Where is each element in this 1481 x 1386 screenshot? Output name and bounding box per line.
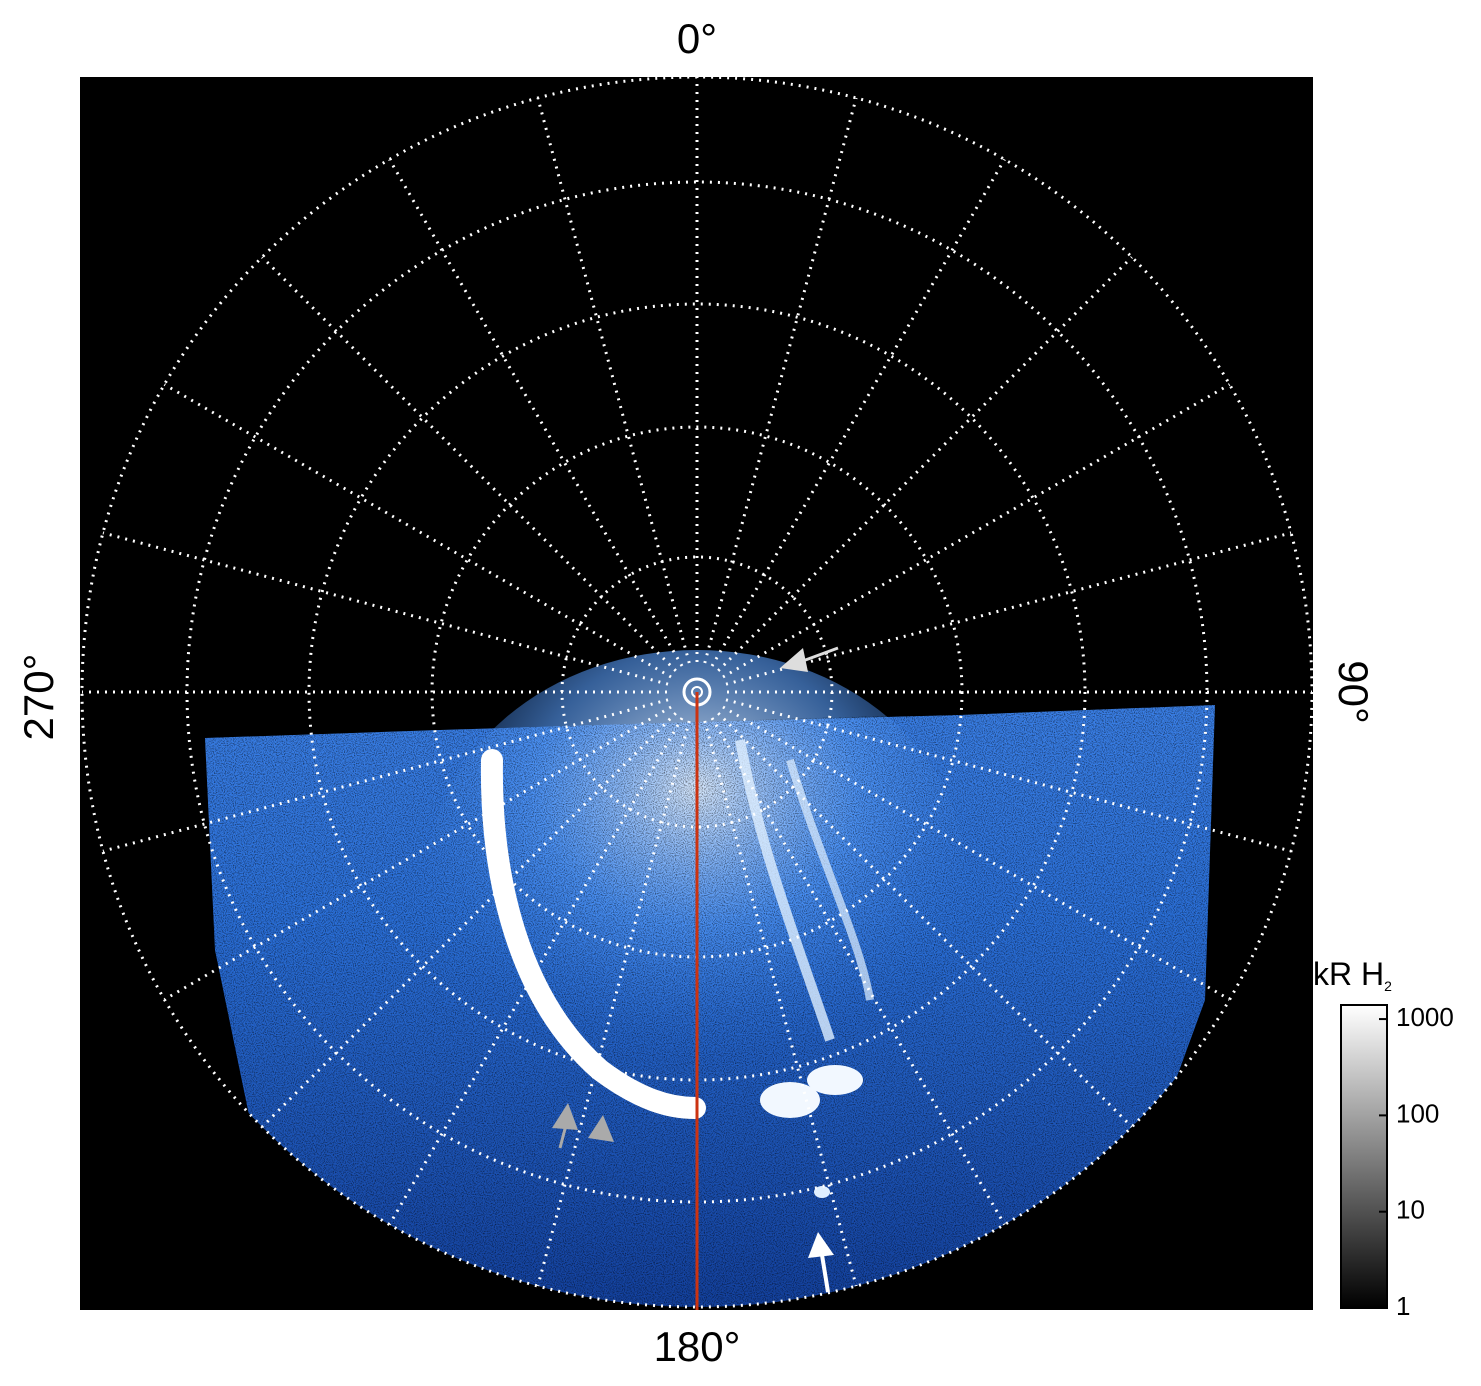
grid-spoke [703, 720, 858, 1287]
grid-spoke [536, 97, 691, 664]
arrow-head [780, 648, 808, 672]
grid-spoke [102, 531, 669, 686]
colorbar-bar [1340, 1004, 1388, 1309]
grid-spoke [710, 717, 1006, 1226]
grid-spoke [261, 256, 677, 672]
arc [786, 758, 874, 1001]
label-left: 270° [15, 654, 62, 741]
label-bottom: 180° [654, 1323, 741, 1370]
label-right: 90° [1330, 660, 1377, 724]
arrow-head [588, 1115, 614, 1142]
arrow-shaft [799, 646, 839, 664]
bright-spot [814, 1186, 830, 1198]
grid-spoke [703, 97, 858, 664]
grid-spoke [261, 712, 677, 1128]
grid-spoke [717, 256, 1133, 672]
bright-spot [760, 1082, 820, 1118]
grid-spoke [725, 698, 1292, 853]
grid-spoke [388, 158, 684, 667]
colorbar: kR H2 1 10 100 1000 [1313, 956, 1454, 1320]
colorbar-tick-label: 10 [1396, 1195, 1425, 1225]
aurora-noise [205, 705, 1215, 1307]
grid-spoke [722, 705, 1231, 1001]
label-top: 0° [677, 15, 717, 62]
grid-spoke [717, 712, 1133, 1128]
polar-grid [80, 75, 1314, 1309]
bright-spot [807, 1065, 863, 1095]
arrow-shaft [820, 1254, 830, 1293]
arrow-head [552, 1103, 578, 1130]
grid-spoke [163, 705, 672, 1001]
grid-spoke [725, 531, 1292, 686]
grid-spoke [102, 698, 669, 853]
colorbar-tick-label: 100 [1396, 1098, 1439, 1128]
grid-spoke [388, 717, 684, 1226]
aurora-emission [205, 650, 1215, 1307]
arrow-head [808, 1232, 834, 1258]
colorbar-tick-label: 1 [1396, 1291, 1410, 1321]
arrows [552, 646, 839, 1293]
colorbar-tick-label: 1000 [1396, 1002, 1454, 1032]
grid-spoke [163, 383, 672, 679]
arc [735, 739, 835, 1042]
main-oval [480, 749, 706, 1119]
grid-spoke [536, 720, 691, 1287]
colorbar-title: kR H2 [1313, 956, 1392, 993]
colorbar-title-sub: 2 [1384, 978, 1392, 994]
colorbar-title-main: kR H [1313, 956, 1384, 992]
grid-spoke [722, 383, 1231, 679]
grid-spoke [710, 158, 1006, 667]
